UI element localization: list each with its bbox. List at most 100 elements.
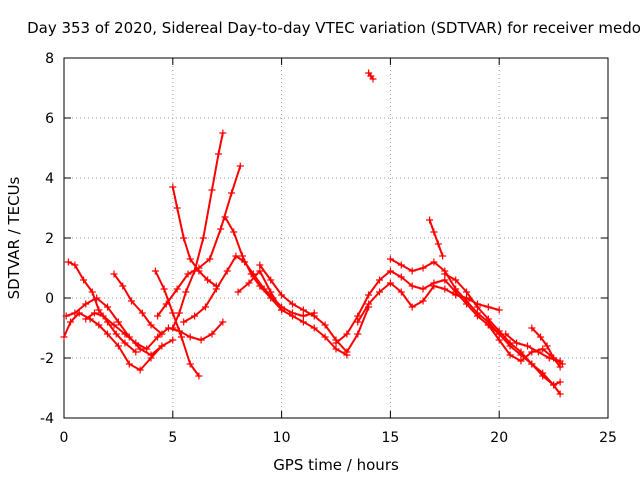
data-point [204,276,212,284]
data-point [186,360,194,368]
data-point [354,318,362,326]
series-trace-18 [441,270,564,389]
series-line [171,132,224,329]
data-point [426,216,434,224]
data-point [484,321,492,329]
data-point [169,183,177,191]
x-tick-label: 15 [381,430,399,446]
series-line [113,273,163,335]
data-point [191,312,199,320]
data-point [419,264,427,272]
series-line [182,255,316,323]
data-point [182,288,190,296]
data-point [439,252,447,260]
series-trace-8 [169,129,227,332]
y-tick-label: 6 [45,111,54,127]
x-tick-label: 5 [168,430,177,446]
data-point [550,381,558,389]
data-point [245,279,253,287]
data-point [104,330,112,338]
series-line [65,297,163,356]
data-point [288,312,296,320]
data-point [178,333,186,341]
data-point [299,318,307,326]
series-trace-13 [256,261,373,356]
series-trace-12 [234,267,351,359]
data-point [95,306,103,314]
data-point [495,336,503,344]
data-point [112,330,120,338]
data-point [136,366,144,374]
data-point [180,318,188,326]
data-point [110,321,118,329]
data-point [132,348,140,356]
data-point [173,285,181,293]
data-point [452,285,460,293]
data-point [114,318,122,326]
data-point [376,276,384,284]
data-point [354,312,362,320]
data-point [430,228,438,236]
data-point [430,282,438,290]
data-point [206,255,214,263]
series-line [63,312,174,371]
data-point [219,318,227,326]
data-point [267,276,275,284]
data-point [528,360,536,368]
data-point [136,345,144,353]
data-point [473,303,481,311]
data-point [228,189,236,197]
series-line [258,264,370,353]
data-point [299,306,307,314]
data-point [119,282,127,290]
y-tick-label: 8 [45,51,54,67]
data-point [217,225,225,233]
data-point [452,291,460,299]
data-point [158,342,166,350]
data-point [556,378,564,386]
series-line [443,273,562,386]
data-point [71,309,79,317]
data-point [160,285,168,293]
series-trace-21 [528,324,564,371]
data-point [114,342,122,350]
series-trace-4 [82,309,227,353]
data-point [484,315,492,323]
data-point [288,300,296,308]
x-axis-label: GPS time / hours [273,456,399,474]
series-line [335,270,501,344]
grid-lines [64,58,608,418]
data-point [162,300,170,308]
data-point [223,267,231,275]
data-point [127,297,135,305]
series-trace-6 [151,267,203,380]
series-trace-5 [110,270,166,338]
series-line [530,327,562,368]
data-point [104,303,112,311]
data-point [408,282,416,290]
data-point [321,321,329,329]
series-trace-9 [169,183,220,290]
data-point [528,348,536,356]
data-point [184,270,192,278]
data-point [80,276,88,284]
data-point [67,318,75,326]
data-point [186,255,194,263]
data-point [506,351,514,359]
data-point [197,336,205,344]
data-point [195,267,203,275]
data-point [256,282,264,290]
x-tick-labels: 0 5 10 15 20 25 [60,430,617,446]
data-point [267,294,275,302]
data-point [71,261,79,269]
data-point [212,285,220,293]
data-point [62,312,70,320]
data-point [397,261,405,269]
y-tick-label: -4 [40,411,54,427]
data-point [199,234,207,242]
data-point [369,75,377,83]
data-point [517,357,525,365]
data-point [332,339,340,347]
data-point [132,339,140,347]
